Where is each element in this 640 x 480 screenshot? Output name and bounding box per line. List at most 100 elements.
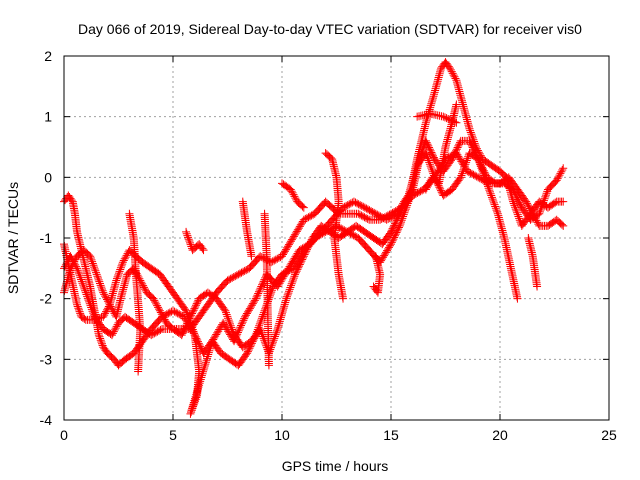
data-point [252,292,261,301]
data-point [537,204,546,213]
x-axis-label: GPS time / hours [282,458,389,474]
burst-7 [369,252,385,297]
data-point [286,283,295,292]
data-point [421,118,430,127]
data-point [433,77,442,86]
data-point [295,262,304,271]
data-point [432,80,441,89]
data-point [236,323,245,332]
data-point [298,202,307,211]
data-point [111,280,120,289]
data-point [288,277,297,286]
data-point [429,153,438,162]
data-point [467,130,476,139]
data-point [462,156,471,165]
data-point [492,206,501,215]
data-point [406,185,415,194]
data-point [254,287,263,296]
data-point [182,227,191,236]
data-point [425,178,434,187]
data-point [285,262,294,271]
data-point [388,236,397,245]
data-point [460,108,469,116]
data-point [475,158,484,167]
data-point [186,238,195,247]
data-point [108,289,117,298]
data-point [296,220,305,229]
burst-4 [260,209,273,370]
data-point [87,255,96,264]
data-point [102,295,111,304]
data-point [425,145,434,154]
data-point [229,329,238,338]
data-point [110,283,119,292]
data-point [280,247,289,256]
data-point [481,175,490,184]
data-point [121,253,130,262]
data-point [272,326,281,335]
data-point [461,111,470,120]
data-point [267,286,276,295]
data-point [446,126,455,135]
data-point [286,185,295,194]
data-point [184,316,193,325]
data-point [443,137,452,146]
data-point [156,325,165,334]
data-point [197,371,206,380]
data-point [436,66,445,74]
data-point [228,327,237,336]
data-point [249,297,258,306]
data-point [191,302,200,311]
data-point [303,243,312,252]
data-point [404,191,413,200]
data-point [219,318,228,327]
data-point [557,220,566,229]
data-point [485,186,494,195]
data-point [509,185,518,194]
data-point [451,148,460,157]
data-point [387,240,395,249]
y-tick-label: 2 [44,48,52,64]
data-point [293,249,302,258]
data-point [283,265,292,274]
data-point [424,180,433,189]
data-point [427,148,436,157]
data-point [74,304,83,313]
data-point [186,312,195,321]
data-point [371,252,380,261]
data-point [118,287,127,296]
data-point [97,283,106,292]
data-point [559,197,568,206]
data-point [98,341,107,350]
data-point [402,196,411,205]
data-point [204,350,213,359]
data-point [192,388,201,397]
data-point [181,322,190,331]
data-point [428,95,437,104]
data-point [117,261,126,270]
data-point [446,124,455,133]
data-point [291,268,300,277]
data-point [69,259,78,268]
data-point [235,325,244,333]
data-point [62,281,71,290]
data-point [73,266,82,275]
data-point [92,315,101,324]
data-point [140,285,149,294]
y-tick-label: -3 [40,351,53,367]
data-point [282,267,291,276]
data-point [199,367,208,376]
data-point [76,273,85,282]
data-point [184,233,193,242]
data-point [228,325,237,334]
data-point [307,235,316,244]
data-point [539,196,548,205]
data-point [110,325,119,334]
data-point [198,369,207,378]
data-point [304,242,313,251]
data-point [436,184,445,193]
data-point [67,196,76,205]
data-point [185,237,194,246]
data-point [211,332,220,341]
